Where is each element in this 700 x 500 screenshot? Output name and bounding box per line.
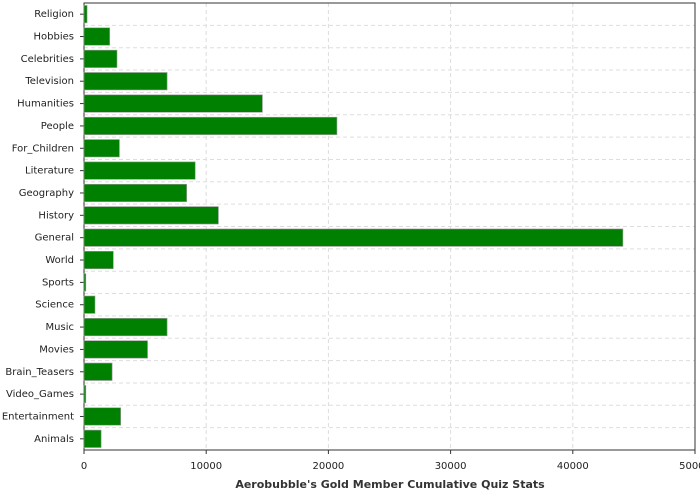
plot-frame xyxy=(83,2,696,451)
bar xyxy=(83,49,118,68)
bar xyxy=(83,385,87,404)
bar xyxy=(83,94,263,113)
y-tick-label: Science xyxy=(35,300,74,311)
x-tick-label: 50000 xyxy=(679,461,700,472)
bar xyxy=(83,72,168,91)
y-tick-label: History xyxy=(38,210,74,221)
bar xyxy=(83,251,114,270)
x-tick-label: 10000 xyxy=(190,461,222,472)
y-tick-label: Religion xyxy=(34,9,74,20)
bar xyxy=(83,228,624,247)
x-tick-label: 30000 xyxy=(435,461,467,472)
x-tick-label: 40000 xyxy=(557,461,589,472)
bar xyxy=(83,362,113,381)
y-tick-label: Geography xyxy=(19,188,74,199)
bar xyxy=(83,27,110,46)
y-tick-label: Literature xyxy=(25,166,74,177)
bar xyxy=(83,161,196,180)
y-tick-label: Music xyxy=(46,322,74,333)
y-tick-label: General xyxy=(35,233,74,244)
y-tick-label: Movies xyxy=(39,344,74,355)
y-tick-label: Humanities xyxy=(17,99,74,110)
y-tick-label: For_Children xyxy=(12,143,74,154)
bar xyxy=(83,407,121,426)
bar xyxy=(83,5,88,24)
x-tick-label: 20000 xyxy=(312,461,344,472)
y-tick-label: Animals xyxy=(34,434,74,445)
bar xyxy=(83,340,148,359)
bar xyxy=(83,318,168,337)
y-tick-label: Hobbies xyxy=(34,32,74,43)
x-tick-label: 0 xyxy=(81,461,87,472)
bar xyxy=(83,429,102,448)
y-tick-label: Video_Games xyxy=(6,389,74,400)
bar xyxy=(83,273,87,292)
x-axis-title: Aerobubble's Gold Member Cumulative Quiz… xyxy=(235,478,545,491)
bar xyxy=(83,139,120,158)
y-tick-label: Television xyxy=(24,76,74,87)
bar xyxy=(83,116,338,135)
bar xyxy=(83,206,219,225)
y-tick-label: World xyxy=(45,255,74,266)
y-tick-label: Celebrities xyxy=(21,54,74,65)
bar xyxy=(83,295,96,314)
y-tick-label: Sports xyxy=(42,277,74,288)
y-tick-label: Brain_Teasers xyxy=(5,367,74,378)
y-tick-label: People xyxy=(41,121,74,132)
y-tick-label: Entertainment xyxy=(2,411,74,422)
bar xyxy=(83,183,187,202)
